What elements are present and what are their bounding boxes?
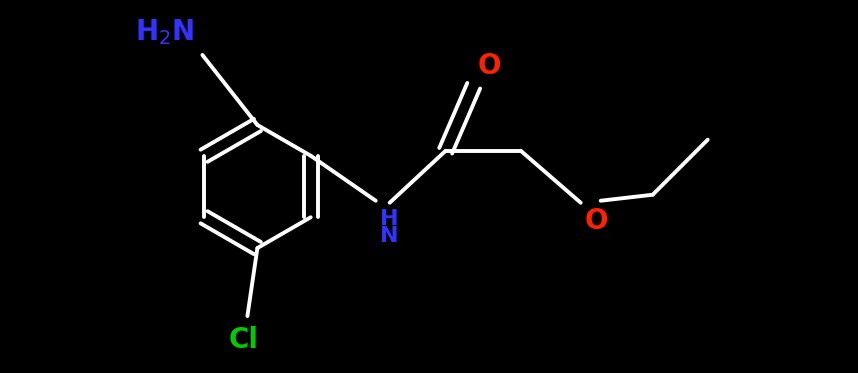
Text: H$_2$N: H$_2$N (135, 17, 195, 47)
Text: H
N: H N (380, 209, 398, 246)
Text: Cl: Cl (228, 326, 258, 354)
Text: O: O (478, 52, 501, 80)
Text: O: O (584, 207, 608, 235)
